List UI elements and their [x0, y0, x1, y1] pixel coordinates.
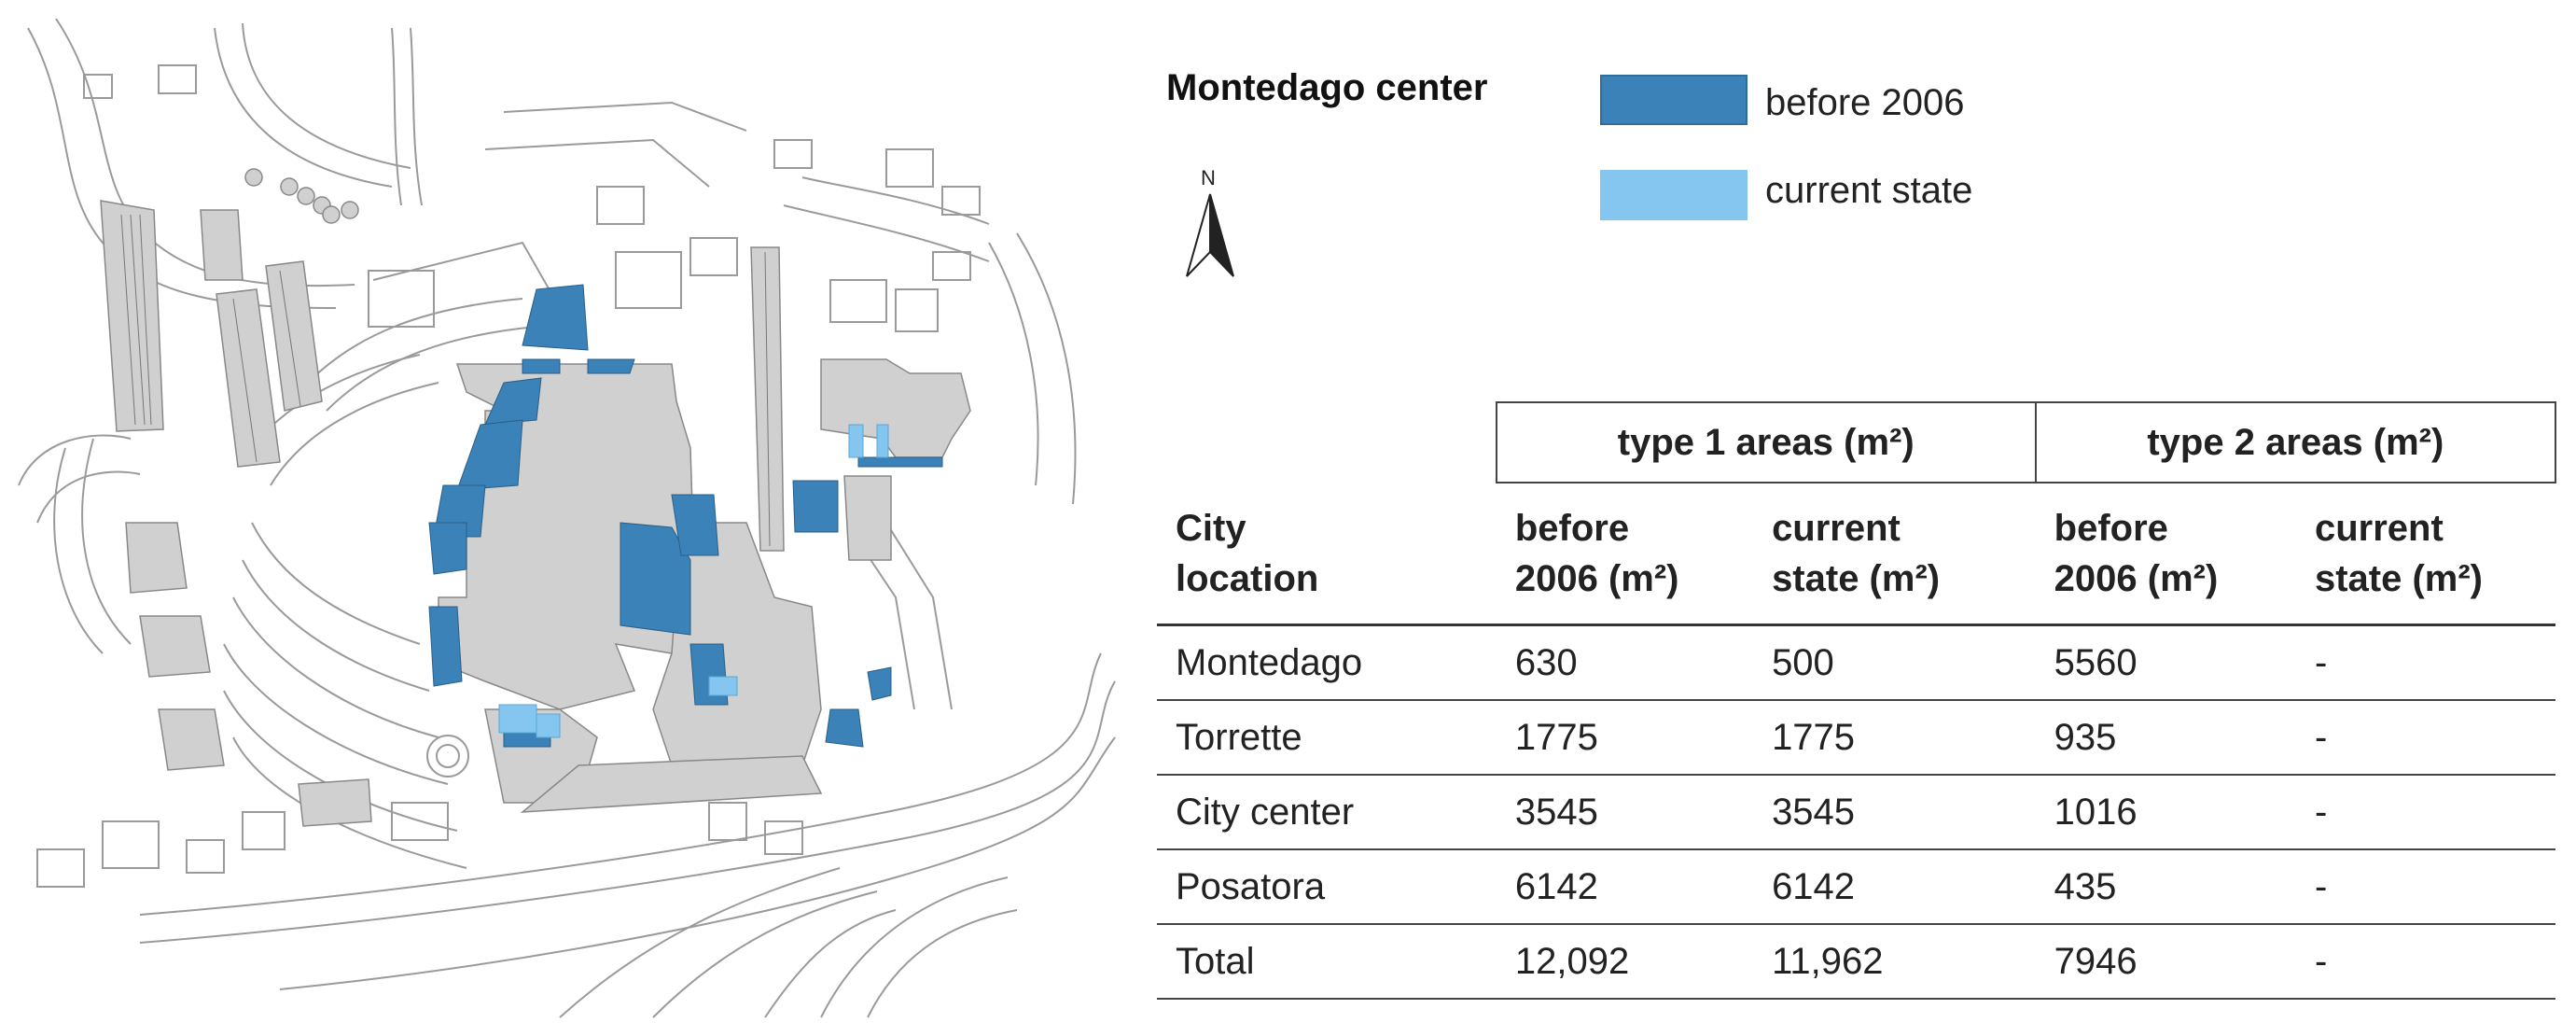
- table-cell: 5560: [2035, 624, 2296, 701]
- table-cell: Torrette: [1157, 700, 1497, 776]
- table-cell: Montedago: [1157, 624, 1497, 701]
- table-cell: -: [2295, 624, 2555, 701]
- table-cell: Total: [1157, 924, 1497, 1000]
- column-header: current state (m²): [2295, 483, 2555, 626]
- table-cell: 1775: [1496, 700, 1754, 776]
- table-cell: City center: [1157, 775, 1497, 850]
- table-row: Posatora 6142 6142 435 -: [1157, 849, 2555, 925]
- areas-table: type 1 areas (m²) type 2 areas (m²) City…: [1157, 401, 2557, 1000]
- table-row: Total 12,092 11,962 7946 -: [1157, 924, 2555, 1000]
- north-arrow-icon: [1186, 193, 1234, 277]
- legend-swatch-before-2006: [1600, 75, 1748, 125]
- table-cell: 12,092: [1496, 924, 1754, 1000]
- table-cell: -: [2295, 700, 2555, 776]
- table-cell: 435: [2035, 849, 2296, 925]
- group-header-type-2: type 2 areas (m²): [2034, 401, 2557, 483]
- table-row: Torrette 1775 1775 935 -: [1157, 700, 2555, 776]
- legend-label-before-2006: before 2006: [1765, 82, 1965, 123]
- legend-swatch-current-state: [1600, 170, 1748, 220]
- before-2006-areas: [428, 284, 943, 748]
- group-header-type-1: type 1 areas (m²): [1495, 401, 2036, 483]
- current-state-areas: [498, 424, 889, 738]
- north-arrow-label: N: [1201, 166, 1216, 189]
- map-building-hatching: [120, 214, 771, 547]
- legend-title: Montedago center: [1166, 67, 1488, 108]
- table-cell: 1016: [2035, 775, 2296, 850]
- table-row: City center 3545 3545 1016 -: [1157, 775, 2555, 850]
- table-header-row: City location before 2006 (m²) current s…: [1157, 483, 2555, 626]
- table-cell: 7946: [2035, 924, 2296, 1000]
- column-header: before 2006 (m²): [1496, 483, 1754, 626]
- legend-label-current-state: current state: [1765, 170, 1973, 211]
- table-cell: 500: [1753, 624, 2036, 701]
- table-group-header-row: type 1 areas (m²) type 2 areas (m²): [1157, 401, 2557, 483]
- table-cell: 3545: [1496, 775, 1754, 850]
- table-cell: 11,962: [1753, 924, 2036, 1000]
- table-cell: 3545: [1753, 775, 2036, 850]
- table-cell: Posatora: [1157, 849, 1497, 925]
- table-cell: 935: [2035, 700, 2296, 776]
- site-plan-map: [18, 18, 1116, 1018]
- table-cell: 6142: [1496, 849, 1754, 925]
- table-cell: -: [2295, 849, 2555, 925]
- table-row: Montedago 630 500 5560 -: [1157, 624, 2555, 701]
- column-header: current state (m²): [1753, 483, 2036, 626]
- table-cell: -: [2295, 775, 2555, 850]
- table-cell: -: [2295, 924, 2555, 1000]
- table-cell: 6142: [1753, 849, 2036, 925]
- column-header: City location: [1157, 483, 1497, 626]
- table-cell: 630: [1496, 624, 1754, 701]
- table-cell: 1775: [1753, 700, 2036, 776]
- column-header: before 2006 (m²): [2035, 483, 2296, 626]
